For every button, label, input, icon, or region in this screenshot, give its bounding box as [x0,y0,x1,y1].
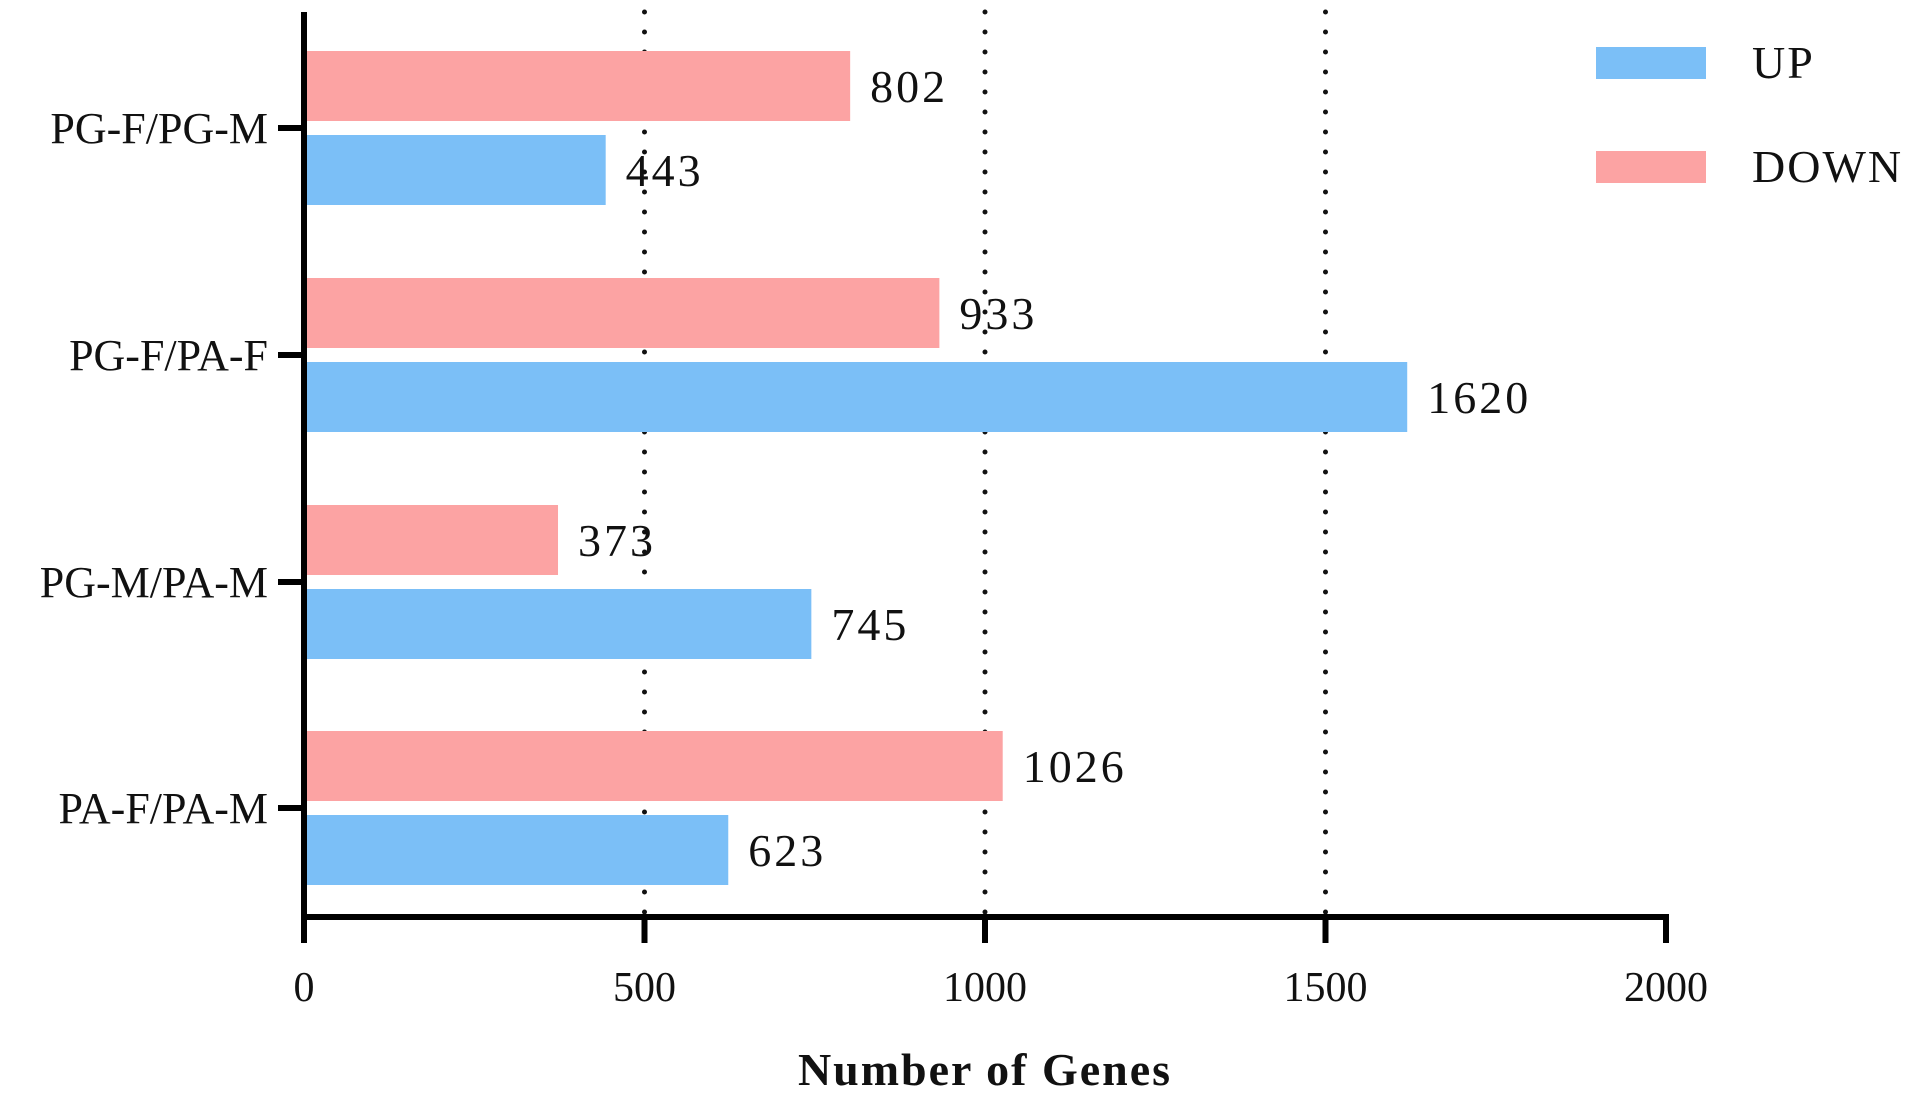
legend-swatch-up [1596,47,1706,79]
data-label-up-PA-F/PA-M: 623 [748,825,826,876]
data-label-down-PG-M/PA-M: 373 [578,515,656,566]
bar-up-PA-F/PA-M [304,815,729,885]
x-tick-label-500: 500 [613,965,676,1011]
bar-up-PG-F/PG-M [304,135,606,205]
bar-up-PG-F/PA-F [304,362,1408,432]
x-axis-title: Number of Genes [798,1044,1172,1095]
x-tick-label-1000: 1000 [943,965,1027,1011]
data-label-down-PG-F/PG-M: 802 [870,61,948,112]
data-labels: 802 443 933 1620 373 745 1026 623 [578,61,1531,876]
category-label-PG-F/PA-F: PG-F/PA-F [69,331,268,380]
x-tick-label-0: 0 [294,965,315,1011]
data-label-up-PG-F/PA-F: 1620 [1427,372,1531,423]
legend-swatch-down [1596,151,1706,183]
data-label-up-PG-M/PA-M: 745 [831,599,909,650]
bar-down-PG-M/PA-M [304,505,559,575]
x-tick-label-1500: 1500 [1284,965,1368,1011]
category-label-PA-F/PA-M: PA-F/PA-M [58,784,268,833]
category-label-PG-M/PA-M: PG-M/PA-M [40,558,268,607]
legend-label-up: UP [1752,37,1815,88]
bar-up-PG-M/PA-M [304,589,812,659]
legend: UP DOWN [1596,37,1903,192]
bar-down-PG-F/PG-M [304,51,851,121]
data-label-down-PA-F/PA-M: 1026 [1023,741,1127,792]
category-label-PG-F/PG-M: PG-F/PG-M [50,104,268,153]
axes: PG-F/PG-M PG-F/PA-F PG-M/PA-M PA-F/PA-M 0 500… [40,12,1708,1011]
data-label-up-PG-F/PG-M: 443 [626,145,704,196]
data-label-down-PG-F/PA-F: 933 [959,288,1037,339]
bar-down-PG-F/PA-F [304,278,940,348]
x-tick-label-2000: 2000 [1624,965,1708,1011]
bars [304,51,1408,885]
legend-label-down: DOWN [1752,141,1903,192]
bar-down-PA-F/PA-M [304,731,1003,801]
